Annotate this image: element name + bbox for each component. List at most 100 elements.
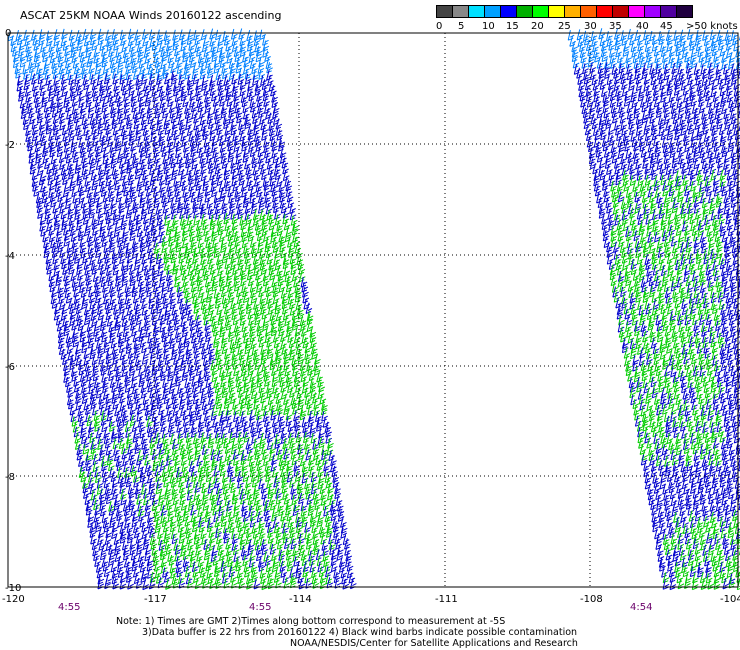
wind-barb (125, 69, 133, 81)
wind-barb (158, 404, 165, 416)
wind-barb (681, 169, 689, 180)
wind-barb (167, 505, 174, 517)
wind-barb (662, 52, 669, 63)
wind-barb (287, 426, 295, 439)
wind-barb (103, 242, 111, 254)
wind-barb (658, 287, 665, 299)
wind-barb (167, 320, 175, 332)
wind-barb (160, 504, 168, 517)
wind-barb (268, 219, 276, 231)
wind-barb (174, 91, 182, 103)
wind-barb (118, 437, 126, 450)
wind-barb (99, 40, 107, 51)
wind-barb (715, 455, 723, 467)
wind-barb (190, 282, 198, 293)
wind-barb (665, 119, 672, 131)
wind-barb (214, 427, 222, 439)
wind-barb (50, 197, 57, 208)
wind-barb (301, 511, 309, 523)
wind-barb (616, 90, 624, 102)
wind-barb (599, 79, 607, 90)
wind-barb (704, 41, 712, 52)
wind-barb (673, 208, 681, 220)
wind-barb (38, 174, 46, 186)
wind-barb (225, 264, 233, 275)
wind-barb (175, 191, 182, 203)
wind-barb (146, 416, 153, 428)
wind-barb (225, 545, 233, 557)
wind-barb (322, 551, 330, 562)
wind-barb (300, 325, 308, 337)
wind-barb (188, 40, 196, 51)
wind-barb (617, 191, 625, 203)
wind-barb (651, 34, 659, 46)
wind-barb (650, 337, 658, 349)
wind-barb (138, 58, 146, 69)
wind-barb (208, 349, 216, 361)
wind-barb (99, 220, 107, 232)
wind-barb (733, 41, 740, 52)
wind-barb (149, 175, 157, 186)
wind-barb (258, 69, 266, 80)
wind-barb (78, 185, 86, 197)
wind-barb (167, 96, 174, 108)
wind-barb (177, 427, 185, 439)
wind-barb (712, 388, 720, 399)
wind-barb (136, 85, 144, 96)
wind-barb (174, 270, 182, 282)
wind-barb (664, 455, 671, 467)
wind-barb (608, 170, 616, 181)
colorbar-label: 40 (636, 21, 649, 32)
wind-barb (135, 35, 142, 46)
wind-barb (192, 386, 200, 399)
wind-barb (242, 510, 250, 523)
wind-barb (228, 112, 236, 124)
wind-barb (641, 112, 649, 124)
wind-barb (262, 449, 269, 461)
wind-barb (134, 29, 141, 41)
wind-barb (677, 185, 684, 197)
wind-barb (328, 533, 335, 545)
wind-barb (22, 114, 30, 126)
wind-barb (101, 555, 109, 568)
wind-barb (239, 35, 247, 47)
wind-barb (100, 405, 107, 416)
wind-barb (689, 79, 696, 91)
wind-barb (118, 119, 126, 131)
wind-barb (63, 359, 70, 372)
wind-barb (185, 343, 193, 355)
wind-barb (246, 404, 254, 416)
wind-barb (123, 97, 131, 108)
wind-barb (203, 91, 211, 103)
wind-barb (702, 124, 710, 135)
wind-barb (191, 152, 198, 164)
wind-barb (643, 204, 650, 215)
wind-barb (111, 343, 119, 355)
wind-barb (250, 377, 258, 389)
wind-barb (142, 35, 149, 47)
wind-barb (156, 114, 164, 126)
wind-barb (588, 147, 596, 159)
wind-barb (85, 85, 92, 97)
wind-barb (660, 128, 668, 141)
wind-barb (111, 113, 119, 126)
wind-barb (231, 35, 239, 47)
wind-barb (74, 204, 81, 215)
wind-barb (197, 286, 205, 299)
wind-barb (305, 449, 313, 461)
wind-barb (53, 29, 61, 41)
wind-barb (69, 35, 77, 47)
wind-barb (280, 247, 288, 259)
wind-barb (183, 422, 191, 434)
wind-barb (634, 415, 642, 427)
wind-barb (202, 448, 210, 461)
wind-barb (156, 80, 164, 92)
wind-barb (649, 113, 657, 124)
wind-barb (102, 287, 110, 299)
wind-barb (110, 204, 118, 215)
wind-barb (226, 96, 234, 107)
wind-barb (101, 102, 109, 113)
wind-barb (707, 62, 715, 74)
wind-barb (202, 499, 210, 511)
wind-barb (601, 51, 609, 62)
